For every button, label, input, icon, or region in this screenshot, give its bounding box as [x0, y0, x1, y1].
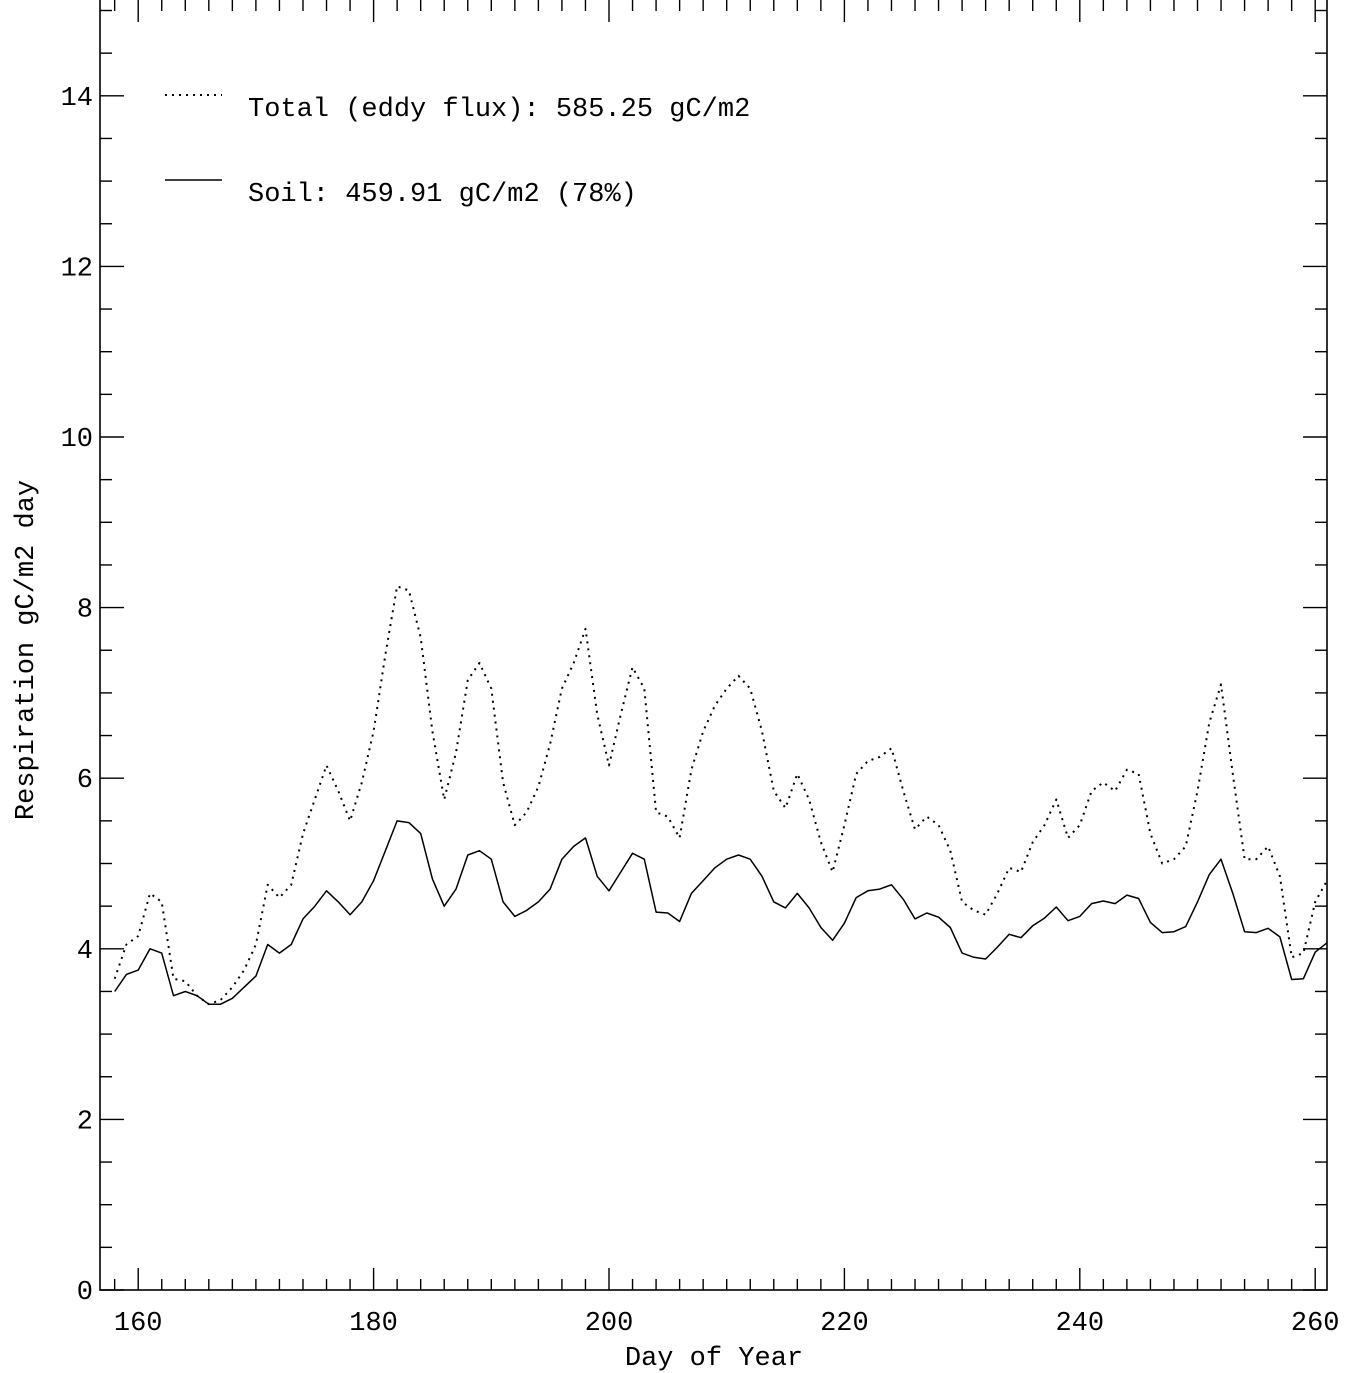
- x-tick-label: 220: [820, 1309, 869, 1339]
- legend: Total (eddy flux): 585.25 gC/m2 Soil: 45…: [165, 94, 750, 210]
- x-tick-label: 180: [349, 1309, 398, 1339]
- legend-label-total: Total (eddy flux): 585.25 gC/m2: [248, 95, 750, 125]
- x-tick-label: 200: [585, 1309, 634, 1339]
- y-tick-label: 6: [77, 766, 93, 796]
- y-tick-label: 14: [61, 84, 93, 114]
- x-axis-title: Day of Year: [625, 1344, 803, 1373]
- y-tick-label: 2: [77, 1107, 93, 1137]
- y-tick-label: 8: [77, 596, 93, 626]
- x-tick-label: 260: [1291, 1309, 1340, 1339]
- series-line-soil: [114, 820, 1328, 1005]
- y-tick-label: 4: [77, 937, 93, 967]
- x-tick-label: 240: [1055, 1309, 1104, 1339]
- tick-labels: 160 180 200 220 240 260 0 2 4 6 8 10 12 14: [61, 84, 1340, 1339]
- series-lines: [113, 585, 1328, 1006]
- series-line-total: [113, 585, 1328, 1006]
- legend-label-soil: Soil: 459.91 gC/m2 (78%): [248, 180, 637, 210]
- y-axis-title: Respiration gC/m2 day: [12, 480, 42, 820]
- plot-frame: [99, 0, 1328, 1291]
- y-tick-label: 12: [61, 254, 93, 284]
- tick-marks: [100, 0, 1327, 1291]
- x-tick-label: 160: [114, 1309, 163, 1339]
- y-tick-label: 0: [77, 1278, 93, 1308]
- y-tick-label: 10: [61, 425, 93, 455]
